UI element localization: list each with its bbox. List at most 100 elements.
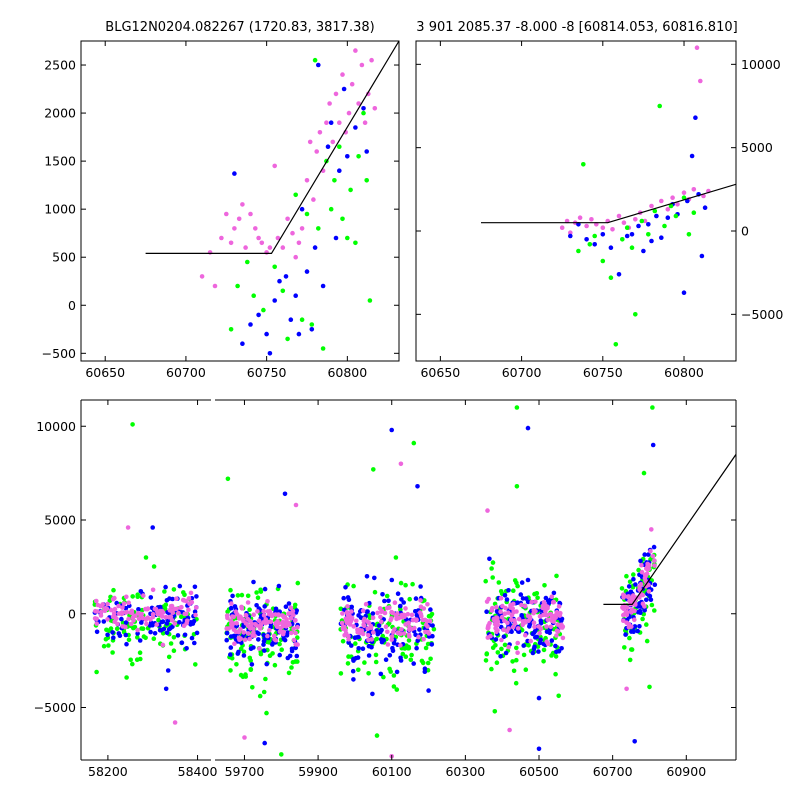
data-point bbox=[261, 613, 267, 618]
data-point bbox=[340, 216, 345, 222]
data-point bbox=[282, 614, 288, 620]
data-point bbox=[160, 642, 166, 648]
data-point bbox=[403, 654, 409, 659]
data-point bbox=[256, 312, 261, 318]
data-point bbox=[355, 627, 360, 632]
data-point bbox=[232, 171, 237, 176]
data-point bbox=[140, 626, 146, 631]
data-point bbox=[429, 611, 435, 617]
data-point bbox=[406, 644, 412, 650]
data-point bbox=[659, 235, 664, 240]
data-point bbox=[529, 599, 534, 605]
data-point bbox=[624, 233, 630, 239]
plot-frame bbox=[80, 40, 400, 362]
data-point bbox=[264, 331, 269, 337]
data-point bbox=[133, 613, 138, 619]
data-point bbox=[631, 572, 636, 577]
data-point bbox=[236, 635, 242, 641]
y-tick-label: 10000 bbox=[36, 419, 76, 434]
data-point bbox=[254, 590, 259, 595]
data-point bbox=[261, 638, 267, 644]
data-point bbox=[391, 684, 397, 689]
data-point bbox=[267, 628, 272, 633]
data-point bbox=[576, 248, 581, 254]
data-point bbox=[629, 245, 635, 250]
data-point bbox=[181, 598, 187, 603]
data-point bbox=[652, 558, 657, 563]
data-point bbox=[276, 583, 282, 589]
data-point bbox=[654, 213, 659, 219]
data-point bbox=[509, 617, 514, 622]
data-point bbox=[130, 422, 135, 427]
data-point bbox=[351, 658, 356, 663]
data-point bbox=[293, 630, 298, 636]
data-point bbox=[289, 630, 294, 636]
data-point bbox=[192, 640, 197, 646]
data-point bbox=[167, 608, 173, 613]
data-point bbox=[230, 593, 235, 599]
data-point bbox=[234, 662, 239, 667]
data-point bbox=[286, 601, 292, 606]
y-tick-label: 0 bbox=[741, 224, 749, 239]
data-point bbox=[510, 624, 516, 630]
data-point bbox=[382, 610, 388, 616]
data-point bbox=[686, 232, 692, 237]
data-point bbox=[212, 283, 218, 289]
data-point bbox=[136, 616, 142, 621]
data-point bbox=[511, 610, 516, 615]
data-point bbox=[624, 225, 630, 230]
data-point bbox=[534, 634, 540, 640]
data-point bbox=[94, 609, 100, 614]
data-point bbox=[354, 618, 359, 624]
data-point bbox=[178, 605, 183, 611]
data-point bbox=[544, 624, 549, 629]
data-point bbox=[430, 633, 435, 639]
data-point bbox=[626, 584, 632, 589]
data-point bbox=[164, 621, 170, 626]
data-point bbox=[247, 655, 253, 661]
data-point bbox=[282, 491, 288, 497]
data-point bbox=[384, 605, 390, 611]
data-point bbox=[245, 600, 251, 605]
data-point bbox=[156, 617, 161, 623]
data-point bbox=[228, 587, 233, 593]
data-point bbox=[533, 599, 538, 604]
data-point bbox=[258, 622, 264, 627]
data-point bbox=[304, 178, 310, 183]
data-point bbox=[681, 290, 687, 296]
data-point bbox=[228, 652, 233, 657]
data-point bbox=[240, 341, 245, 347]
data-point bbox=[649, 238, 654, 244]
data-point bbox=[138, 656, 143, 662]
data-point bbox=[373, 659, 379, 665]
data-point bbox=[235, 283, 240, 289]
data-point bbox=[342, 632, 347, 638]
data-point bbox=[163, 584, 168, 590]
data-point bbox=[694, 45, 700, 50]
data-point bbox=[111, 611, 117, 616]
data-point bbox=[351, 677, 356, 682]
data-point bbox=[485, 508, 490, 513]
data-point bbox=[501, 627, 507, 633]
data-point bbox=[245, 259, 250, 265]
data-point bbox=[247, 607, 252, 612]
data-point bbox=[520, 622, 525, 628]
data-point bbox=[110, 596, 116, 602]
data-point bbox=[422, 617, 428, 623]
data-point bbox=[102, 608, 108, 614]
data-point bbox=[379, 619, 384, 625]
data-point bbox=[390, 648, 396, 654]
data-point bbox=[406, 620, 412, 626]
data-point bbox=[620, 237, 625, 242]
data-point bbox=[94, 629, 100, 635]
data-point bbox=[188, 590, 194, 596]
data-point bbox=[415, 484, 420, 489]
data-point bbox=[251, 579, 256, 585]
data-point bbox=[163, 602, 169, 608]
data-point bbox=[514, 645, 519, 651]
data-point bbox=[523, 596, 529, 601]
data-point bbox=[644, 638, 650, 644]
data-point bbox=[554, 633, 559, 638]
data-point bbox=[484, 609, 489, 614]
data-point bbox=[179, 614, 184, 619]
